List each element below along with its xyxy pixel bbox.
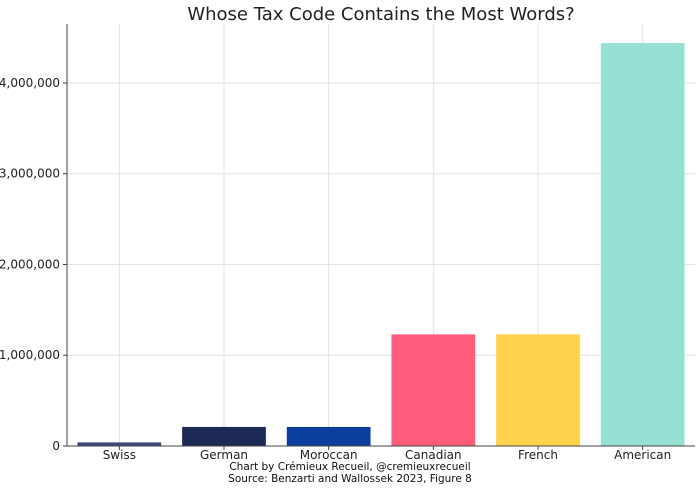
chart-credit-source: Source: Benzarti and Wallossek 2023, Fig… (228, 473, 472, 485)
bar-american (600, 43, 685, 446)
x-tick-label-american: American (614, 448, 671, 462)
bar-canadian (391, 334, 476, 446)
y-tick-label: 0 (52, 439, 60, 453)
y-tick-label: 2,000,000 (0, 257, 60, 271)
x-tick-label-swiss: Swiss (103, 448, 136, 462)
chart-title: Whose Tax Code Contains the Most Words? (187, 4, 574, 25)
y-tick-label: 3,000,000 (0, 167, 60, 181)
x-tick-labels: Swiss German Moroccan Canadian French America… (103, 446, 671, 462)
bar-swiss (77, 442, 162, 446)
y-tick-labels: 0 1,000,000 2,000,000 3,000,000 4,000,000 (0, 76, 60, 453)
x-tick-label-moroccan: Moroccan (300, 448, 358, 462)
chart-credit-author: Chart by Crémieux Recueil, @cremieuxrecu… (229, 461, 470, 473)
bar-french (496, 334, 580, 446)
bar-moroccan (286, 426, 371, 446)
bars (77, 43, 685, 446)
gridlines (63, 24, 695, 447)
x-tick-label-canadian: Canadian (405, 448, 462, 462)
x-tick-label-german: German (200, 448, 248, 462)
bar-german (182, 426, 266, 446)
x-tick-label-french: French (518, 448, 558, 462)
y-tick-label: 4,000,000 (0, 76, 60, 90)
y-tick-label: 1,000,000 (0, 348, 60, 362)
